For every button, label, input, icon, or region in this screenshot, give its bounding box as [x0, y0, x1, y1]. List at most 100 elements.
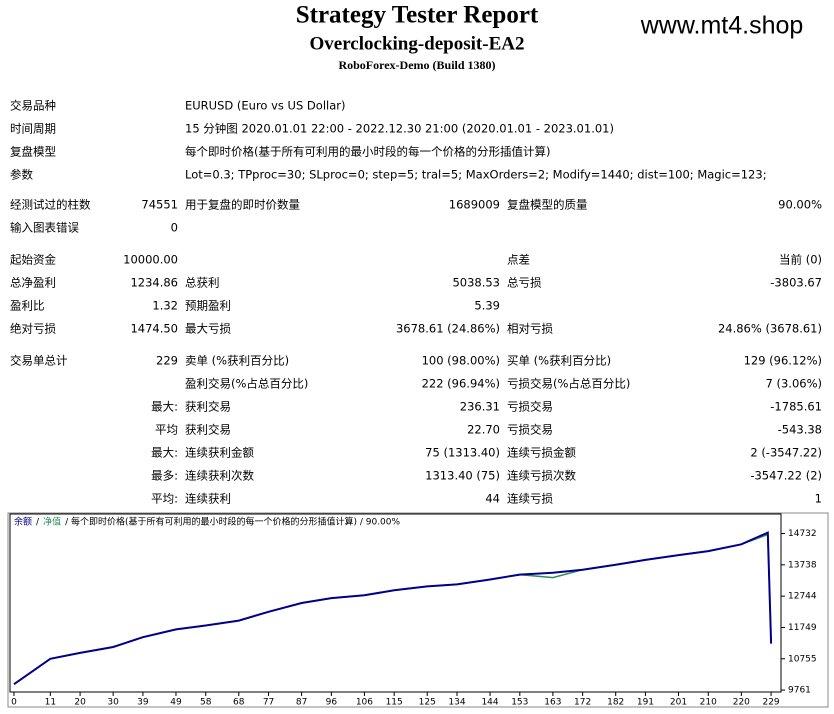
report-value: 90.00%	[778, 198, 822, 212]
report-value: 最多:	[151, 469, 178, 483]
report-label: 最大亏损	[185, 322, 231, 336]
report-value: 5038.53	[452, 276, 500, 290]
report-value: 最大:	[151, 400, 178, 414]
report-label: 15 分钟图 2020.01.01 22:00 - 2022.12.30 21:…	[185, 122, 614, 136]
x-tick-label: 11	[45, 698, 56, 708]
y-tick-label: 11749	[788, 623, 817, 633]
report-value: 1689009	[449, 198, 500, 212]
report-label: 连续获利次数	[185, 469, 254, 483]
plot-area	[9, 513, 782, 693]
x-tick-label: 125	[419, 698, 436, 708]
x-tick-label: 87	[296, 698, 307, 708]
report-label: 连续亏损金额	[507, 446, 576, 460]
report-label: 经测试过的柱数	[10, 198, 91, 212]
report-label: 预期盈利	[185, 299, 231, 313]
report-label: EURUSD (Euro vs US Dollar)	[185, 99, 345, 113]
report-label: 相对亏损	[507, 322, 553, 336]
y-tick-label: 12744	[788, 592, 817, 602]
x-tick-label: 96	[326, 698, 338, 708]
report-value: 当前 (0)	[779, 253, 822, 267]
x-tick-label: 182	[607, 698, 624, 708]
y-tick-label: 9761	[788, 686, 811, 696]
report-label: 时间周期	[10, 122, 56, 136]
report-label: Lot=0.3; TPproc=30; SLproc=0; step=5; tr…	[185, 168, 767, 182]
report-label: 总亏损	[507, 276, 542, 290]
report-value: 1234.86	[130, 276, 178, 290]
x-tick-label: 20	[74, 698, 86, 708]
report-label: 卖单 (%获利百分比)	[185, 354, 289, 368]
x-tick-label: 172	[574, 698, 591, 708]
report-value: 44	[485, 492, 500, 506]
legend-separator: /	[36, 518, 40, 528]
report-label: 连续获利	[185, 492, 231, 506]
report-label: 参数	[10, 168, 33, 182]
watermark: www.mt4.shop	[640, 12, 804, 40]
subtitle: Overclocking-deposit-EA2	[310, 33, 525, 54]
report-value: 最大:	[151, 446, 178, 460]
report-label: 点差	[507, 253, 530, 267]
report-label: 亏损交易	[507, 423, 553, 437]
x-tick-label: 30	[107, 698, 119, 708]
x-tick-label: 39	[137, 698, 149, 708]
report-label: 盈利比	[10, 299, 45, 313]
report-label: 绝对亏损	[10, 322, 56, 336]
legend-note: / 每个即时价格(基于所有可利用的最小时段的每一个价格的分形插值计算) / 90…	[65, 516, 400, 528]
report-value: 100 (98.00%)	[422, 354, 500, 368]
report-label: 每个即时价格(基于所有可利用的最小时段的每一个价格的分形插值计算)	[185, 145, 550, 159]
report-value: -543.38	[778, 423, 822, 437]
report-value: 0	[171, 221, 178, 235]
report-value: 3678.61 (24.86%)	[396, 322, 500, 336]
report-label: 亏损交易(%占总百分比)	[507, 377, 630, 391]
x-tick-label: 68	[233, 698, 245, 708]
report-value: 236.31	[460, 400, 500, 414]
report-label: 起始资金	[10, 253, 56, 267]
report-value: 22.70	[467, 423, 500, 437]
report-label: 连续获利金额	[185, 446, 254, 460]
report-value: 平均	[155, 423, 178, 437]
legend-entry: 余额	[14, 516, 32, 528]
y-tick-label: 10755	[788, 654, 817, 664]
report-label: 复盘模型	[10, 145, 56, 159]
series-line	[13, 531, 773, 686]
x-tick-label: 58	[200, 698, 212, 708]
legend-entry: 净值	[43, 516, 61, 528]
report-value: 24.86% (3678.61)	[718, 322, 822, 336]
x-tick-label: 201	[670, 698, 687, 708]
report-label: 输入图表错误	[10, 221, 79, 235]
report-label: 连续亏损次数	[507, 469, 576, 483]
report-value: 7 (3.06%)	[766, 377, 822, 391]
report-value: 75 (1313.40)	[425, 446, 500, 460]
x-tick-label: 144	[481, 698, 498, 708]
report-value: -1785.61	[770, 400, 822, 414]
y-tick-label: 14732	[788, 529, 817, 539]
report-value: -3547.22 (2)	[750, 469, 822, 483]
x-tick-label: 106	[356, 698, 373, 708]
report-label: 买单 (%获利百分比)	[507, 354, 611, 368]
x-tick-label: 210	[700, 698, 717, 708]
report-label: 交易品种	[10, 99, 56, 113]
report-value: 10000.00	[123, 253, 178, 267]
x-tick-label: 229	[762, 698, 779, 708]
report-value: 74551	[141, 198, 178, 212]
x-tick-label: 115	[386, 698, 403, 708]
report-label: 复盘模型的质量	[507, 198, 588, 212]
report-label: 交易单总计	[10, 354, 68, 368]
report-value: -3803.67	[770, 276, 822, 290]
x-tick-label: 134	[448, 698, 465, 708]
report-label: 盈利交易(%占总百分比)	[185, 377, 308, 391]
x-tick-label: 77	[263, 698, 274, 708]
report-label: 总净盈利	[10, 276, 56, 290]
report-label: 获利交易	[185, 400, 231, 414]
title: Strategy Tester Report	[296, 2, 539, 29]
build: RoboForex-Demo (Build 1380)	[338, 58, 495, 72]
report-value: 平均:	[151, 492, 178, 506]
report-value: 229	[156, 354, 178, 368]
x-tick-label: 163	[544, 698, 561, 708]
report-value: 1.32	[152, 299, 178, 313]
x-tick-label: 191	[637, 698, 654, 708]
report-value: 1	[815, 492, 822, 506]
y-tick-label: 13738	[788, 560, 817, 570]
x-tick-label: 220	[733, 698, 750, 708]
